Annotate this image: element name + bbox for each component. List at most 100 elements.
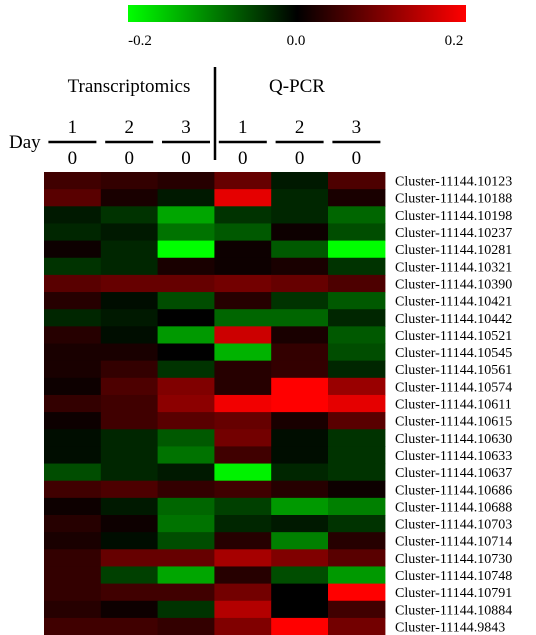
heatmap-cell	[271, 532, 329, 550]
heatmap-cell	[157, 326, 215, 345]
heatmap-cell	[100, 515, 159, 533]
heatmap-cell	[214, 463, 272, 482]
heatmap-cell	[214, 412, 272, 430]
row-labels: Cluster-11144.10123 Cluster-11144.10188 Cl…	[395, 175, 512, 635]
row-label: Cluster-11144.10442	[395, 312, 512, 327]
heatmap-cell	[328, 532, 386, 550]
heatmap-cells	[44, 172, 386, 635]
heatmap-cell	[271, 515, 329, 533]
heatmap-cell	[100, 360, 159, 379]
heatmap-cell	[100, 257, 159, 276]
heatmap-cell	[214, 223, 272, 242]
heatmap-cell	[44, 412, 102, 430]
heatmap-cell	[157, 480, 215, 499]
heatmap-cell	[328, 600, 386, 619]
heatmap-cell	[328, 223, 386, 242]
heatmap-cell	[214, 446, 272, 465]
heatmap-cell	[100, 240, 159, 259]
heatmap-cell	[157, 309, 215, 327]
heatmap-cell	[100, 429, 159, 447]
heatmap-cell	[44, 240, 102, 259]
heatmap-cell	[271, 240, 329, 259]
heatmap-cell	[44, 532, 102, 550]
heatmap-cell	[214, 326, 272, 345]
column-denominator: 0	[181, 148, 191, 169]
heatmap-cell	[44, 326, 102, 345]
heatmap-cell	[271, 463, 329, 482]
heatmap-cell	[157, 617, 215, 635]
heatmap-cell	[214, 497, 272, 516]
row-label: Cluster-11144.10281	[395, 243, 512, 258]
heatmap-cell	[100, 309, 159, 327]
heatmap-cell	[271, 549, 329, 568]
heatmap-cell	[100, 206, 159, 225]
heatmap-cell	[100, 394, 159, 413]
heatmap-cell	[100, 274, 159, 293]
heatmap-cell	[44, 446, 102, 465]
row-label: Cluster-11144.9843	[395, 620, 505, 635]
row-label: Cluster-11144.10630	[395, 432, 512, 447]
heatmap-cell	[214, 360, 272, 379]
row-label: Cluster-11144.10637	[395, 466, 512, 481]
column-numerator: 2	[295, 117, 305, 138]
heatmap-cell	[100, 600, 159, 619]
heatmap-cell	[214, 566, 272, 585]
heatmap-cell	[271, 189, 329, 207]
heatmap-cell	[157, 446, 215, 465]
heatmap-cell	[328, 515, 386, 533]
heatmap-cell	[271, 360, 329, 379]
row-label: Cluster-11144.10237	[395, 226, 512, 241]
heatmap-cell	[271, 172, 329, 190]
heatmap-cell	[214, 532, 272, 550]
heatmap-cell	[157, 360, 215, 379]
heatmap-cell	[157, 515, 215, 533]
heatmap-cell	[157, 257, 215, 276]
heatmap-cell	[44, 515, 102, 533]
heatmap-cell	[157, 189, 215, 207]
row-label: Cluster-11144.10686	[395, 483, 512, 498]
row-label: Cluster-11144.10123	[395, 175, 512, 190]
heatmap-cell	[271, 206, 329, 225]
heatmap-cell	[214, 394, 272, 413]
heatmap-cell	[328, 583, 386, 602]
heatmap-cell	[44, 309, 102, 327]
row-label: Cluster-11144.10884	[395, 603, 512, 618]
heatmap-cell	[271, 446, 329, 465]
heatmap-cell	[44, 566, 102, 585]
column-denominator: 0	[352, 148, 362, 169]
heatmap-cell	[44, 343, 102, 362]
heatmap-cell	[328, 480, 386, 499]
heatmap-cell	[214, 309, 272, 327]
color-scale-max-label: 0.2	[445, 33, 464, 49]
column-numerator: 1	[238, 117, 248, 138]
heatmap-cell	[271, 412, 329, 430]
heatmap-cell	[328, 394, 386, 413]
heatmap-cell	[328, 566, 386, 585]
heatmap-cell	[157, 394, 215, 413]
row-label: Cluster-11144.10321	[395, 260, 512, 275]
heatmap-cell	[328, 274, 386, 293]
heatmap-cell	[44, 257, 102, 276]
group-label-transcriptomics: Transcriptomics	[68, 76, 191, 97]
row-label: Cluster-11144.10521	[395, 329, 512, 344]
column-numerator: 1	[68, 117, 78, 138]
heatmap-cell	[44, 394, 102, 413]
row-label: Cluster-11144.10421	[395, 295, 512, 310]
heatmap-cell	[44, 549, 102, 568]
heatmap-cell	[157, 223, 215, 242]
row-label: Cluster-11144.10188	[395, 192, 512, 207]
row-label: Cluster-11144.10198	[395, 209, 512, 224]
heatmap-cell	[44, 600, 102, 619]
heatmap-cell	[100, 446, 159, 465]
heatmap-cell	[100, 343, 159, 362]
heatmap-cell	[271, 394, 329, 413]
column-denominator: 0	[295, 148, 305, 169]
heatmap-cell	[44, 292, 102, 310]
heatmap-cell	[214, 600, 272, 619]
heatmap-cell	[271, 257, 329, 276]
heatmap-cell	[157, 412, 215, 430]
heatmap-cell	[100, 532, 159, 550]
column-numerator: 3	[181, 117, 191, 138]
heatmap-cell	[157, 377, 215, 396]
heatmap-cell	[100, 463, 159, 482]
